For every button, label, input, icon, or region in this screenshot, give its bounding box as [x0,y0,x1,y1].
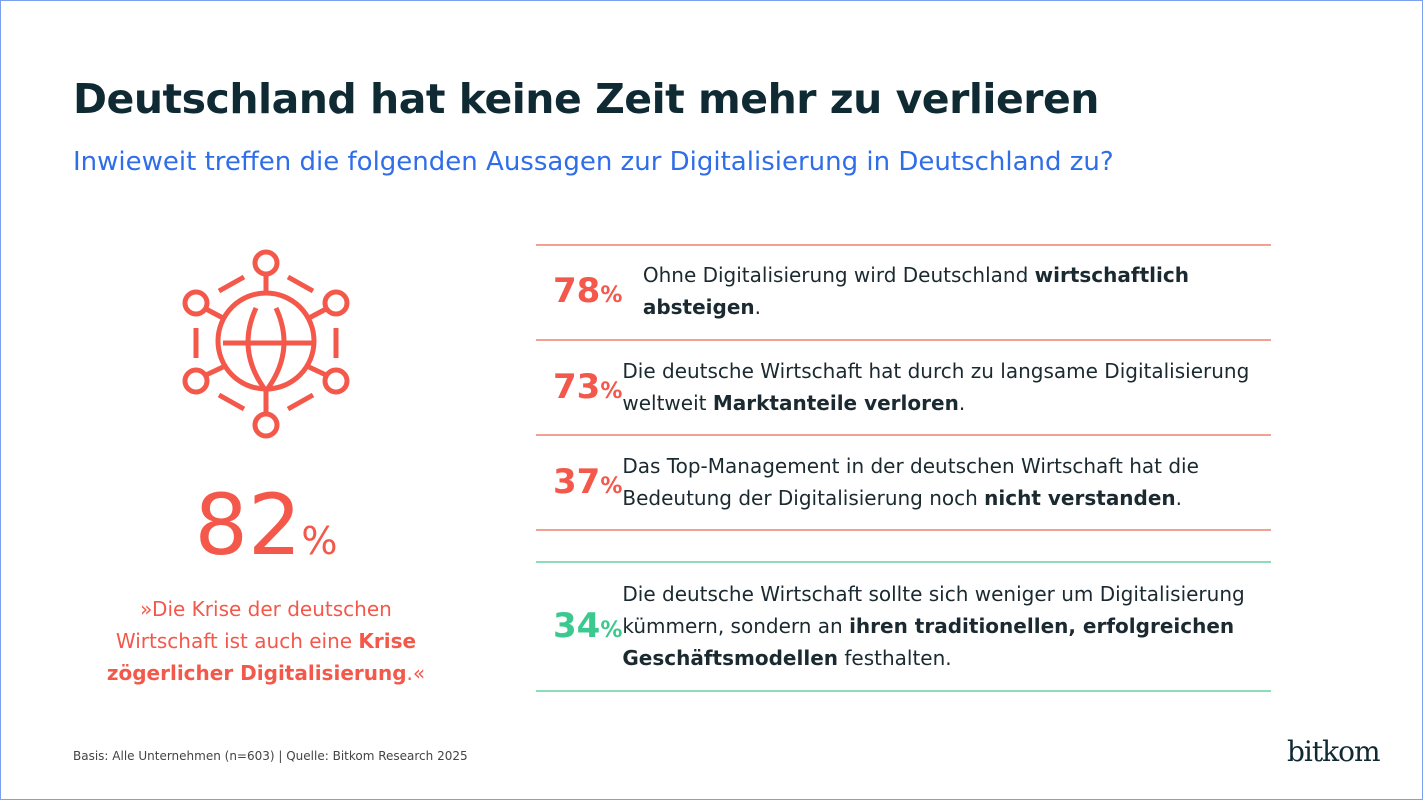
statement-text: Das Top-Management in der deutschen Wirt… [622,450,1271,514]
text: Ohne Digitalisierung wird Deutschland [642,263,1035,287]
divider [536,529,1271,531]
divider [536,561,1271,563]
divider [536,434,1271,436]
text: Die deutsche Wirtschaft hat durch zu lan… [622,359,1250,415]
unit: % [600,379,623,404]
highlight-quote: »Die Krise der deutschen Wirtschaft ist … [91,593,441,689]
quote-bold: Krise zögerlicher Digitalisierung [106,629,417,685]
value: 73 [553,367,601,407]
value: 37 [553,462,601,502]
unit: % [600,474,623,499]
page-title: Deutschland hat keine Zeit mehr zu verli… [73,75,1099,123]
statement-row: 73% Die deutsche Wirtschaft hat durch zu… [536,355,1271,419]
highlight-unit: % [301,519,338,563]
highlight-value: 82 [194,476,302,574]
unit: % [600,283,623,308]
statement-text: Die deutsche Wirtschaft hat durch zu lan… [622,355,1271,419]
bold-text: nicht verstanden [984,486,1176,510]
value: 34 [553,606,601,646]
value: 78 [553,271,601,311]
statement-text: Ohne Digitalisierung wird Deutschland wi… [643,259,1271,323]
statement-text: Die deutsche Wirtschaft sollte sich weni… [622,578,1271,674]
text: Die deutsche Wirtschaft sollte sich weni… [622,582,1245,638]
text: Das Top-Management in der deutschen Wirt… [622,454,1199,510]
source-footer: Basis: Alle Unternehmen (n=603) | Quelle… [73,749,468,763]
quote-text: »Die Krise der deutschen Wirtschaft ist … [115,597,392,653]
statement-percent: 34% [536,606,622,646]
bold-text: Marktanteile verloren [712,391,959,415]
globe-network-icon [182,249,350,439]
quote-end: .« [406,661,426,685]
statement-percent: 37% [536,462,622,502]
bold-text: wirtschaftlich absteigen [642,263,1189,319]
bold-text: ihren traditionellen, erfolgreichen Gesc… [622,614,1235,670]
text-end: . [958,391,966,415]
statement-row: 78% Ohne Digitalisierung wird Deutschlan… [536,259,1271,323]
divider [536,339,1271,341]
text-end: . [1175,486,1183,510]
text-end: festhalten. [838,646,952,670]
bitkom-logo: bitkom [1287,735,1381,768]
page-subtitle: Inwieweit treffen die folgenden Aussagen… [73,147,1114,177]
highlight-percentage: 82% [121,476,411,574]
divider [536,244,1271,246]
divider [536,690,1271,692]
unit: % [600,618,623,643]
statement-row: 37% Das Top-Management in der deutschen … [536,450,1271,514]
text-end: . [754,295,762,319]
statement-row: 34% Die deutsche Wirtschaft sollte sich … [536,578,1271,674]
statement-percent: 78% [536,271,643,311]
statement-percent: 73% [536,367,622,407]
